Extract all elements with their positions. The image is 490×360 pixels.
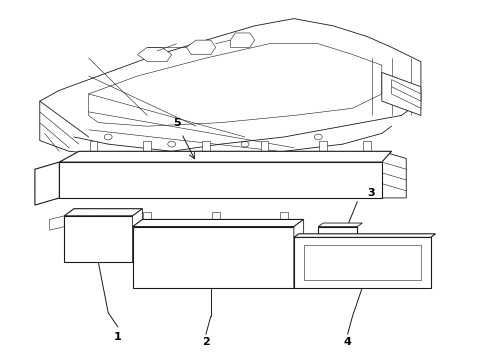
Text: 4: 4 bbox=[343, 337, 351, 347]
Polygon shape bbox=[294, 220, 304, 288]
Polygon shape bbox=[40, 19, 421, 155]
Polygon shape bbox=[59, 151, 392, 162]
Text: 1: 1 bbox=[114, 332, 122, 342]
Polygon shape bbox=[138, 47, 172, 62]
Polygon shape bbox=[363, 140, 371, 151]
Polygon shape bbox=[280, 212, 288, 220]
Polygon shape bbox=[304, 244, 421, 280]
Polygon shape bbox=[144, 140, 151, 151]
Polygon shape bbox=[319, 140, 327, 151]
Polygon shape bbox=[392, 80, 421, 108]
Text: 2: 2 bbox=[202, 337, 210, 347]
Polygon shape bbox=[318, 223, 362, 226]
Polygon shape bbox=[202, 140, 210, 151]
Polygon shape bbox=[64, 216, 133, 262]
Polygon shape bbox=[133, 226, 294, 288]
Polygon shape bbox=[90, 140, 98, 151]
Polygon shape bbox=[35, 162, 59, 205]
Polygon shape bbox=[186, 40, 216, 54]
Polygon shape bbox=[133, 220, 304, 226]
Polygon shape bbox=[144, 212, 151, 220]
Polygon shape bbox=[382, 151, 406, 198]
Text: 5: 5 bbox=[173, 118, 180, 128]
Polygon shape bbox=[64, 209, 143, 216]
Polygon shape bbox=[382, 72, 421, 116]
Polygon shape bbox=[261, 140, 269, 151]
Polygon shape bbox=[230, 33, 255, 47]
Polygon shape bbox=[212, 212, 220, 220]
Polygon shape bbox=[133, 209, 143, 262]
Polygon shape bbox=[49, 216, 64, 230]
Text: 3: 3 bbox=[367, 188, 375, 198]
Polygon shape bbox=[294, 237, 431, 288]
Polygon shape bbox=[59, 162, 382, 198]
Polygon shape bbox=[318, 226, 357, 252]
Polygon shape bbox=[294, 234, 436, 237]
Polygon shape bbox=[89, 44, 382, 126]
